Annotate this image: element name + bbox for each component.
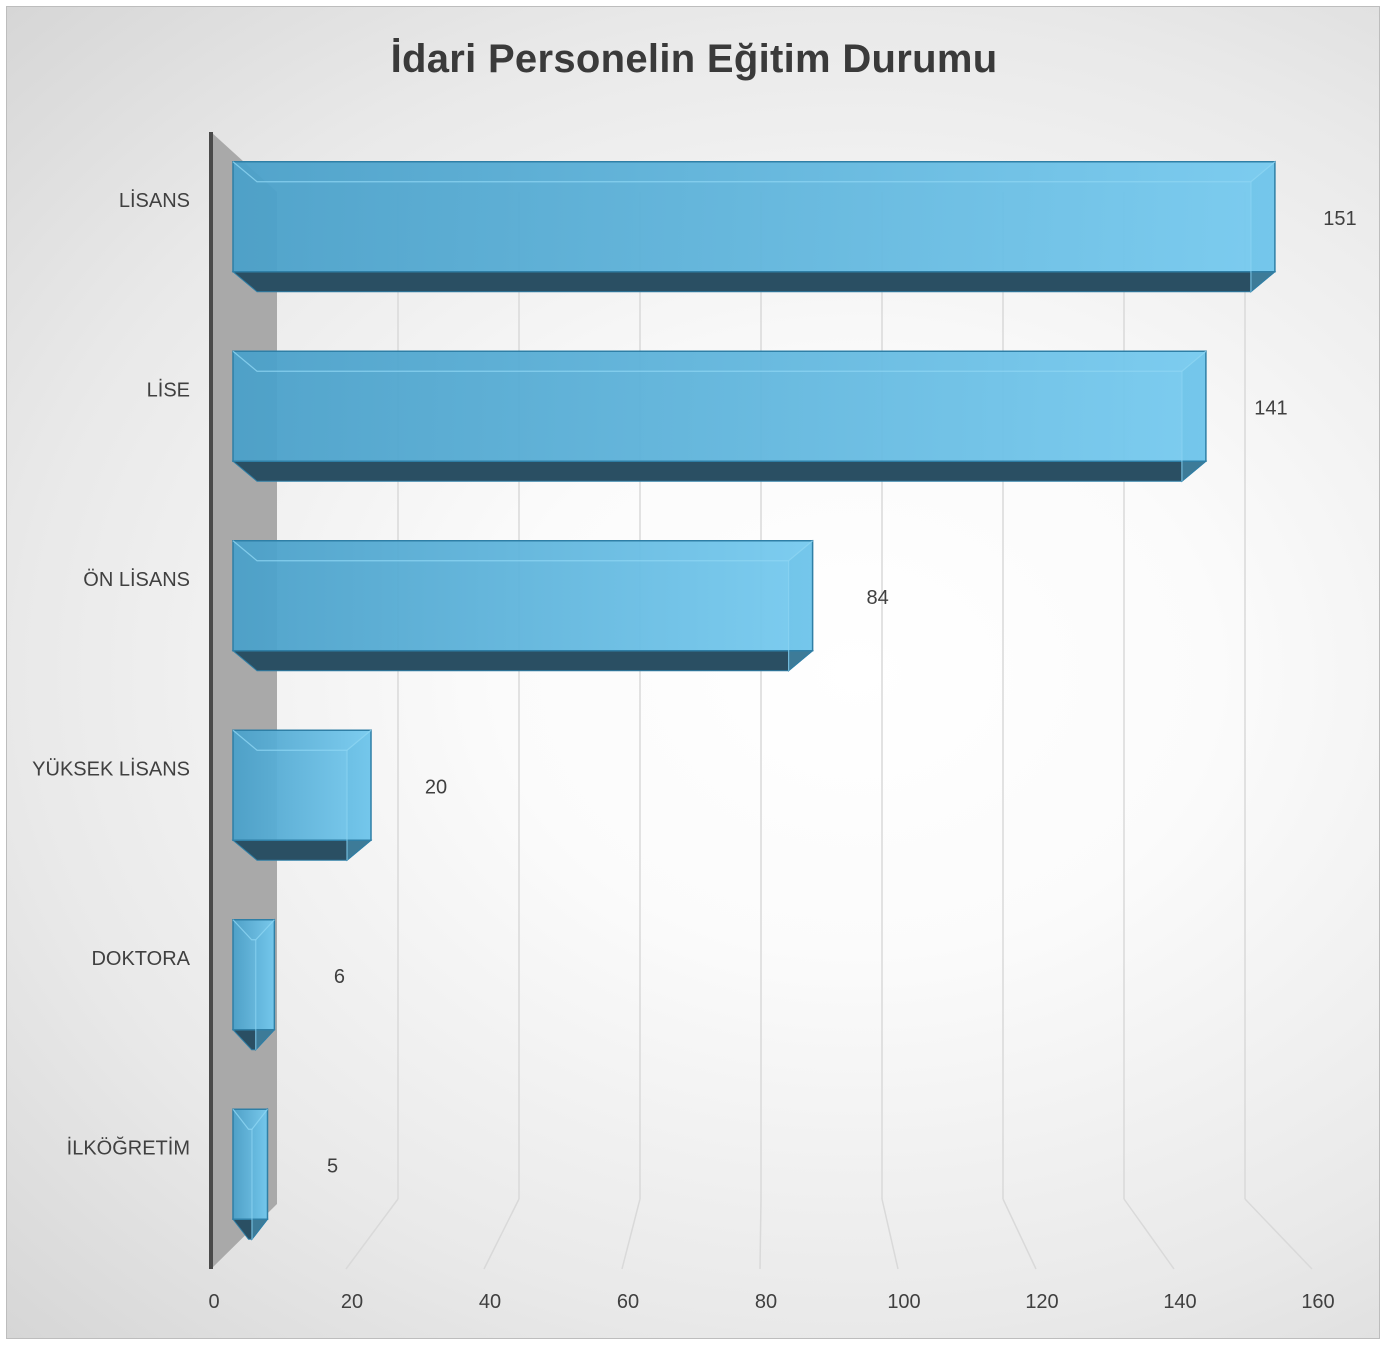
bar-bevel	[232, 350, 1207, 372]
bar-front-face	[232, 161, 1276, 273]
bar	[231, 729, 373, 862]
floor-gridline	[759, 1198, 762, 1270]
back-wall	[211, 132, 277, 1269]
bar-bottom-face	[231, 271, 1277, 293]
bar	[231, 350, 1208, 483]
bar	[231, 1107, 269, 1241]
bar-front-face	[232, 350, 1207, 462]
bar-bevel	[232, 729, 372, 751]
x-tick-label: 20	[341, 1291, 363, 1313]
floor-gridline	[345, 1198, 399, 1270]
x-tick-label: 60	[617, 1291, 639, 1313]
category-label: DOKTORA	[91, 948, 190, 970]
floor-gridline	[1002, 1198, 1037, 1270]
category-label: İLKÖĞRETİM	[67, 1136, 190, 1159]
category-label: ÖN LİSANS	[83, 568, 190, 591]
x-tick-label: 80	[755, 1291, 777, 1313]
chart-frame: İdari Personelin Eğitim Durumu 0 20 40 60 80…	[6, 6, 1380, 1339]
data-label: 20	[425, 776, 447, 798]
x-tick-label: 140	[1163, 1291, 1196, 1313]
bar-front-face	[232, 919, 276, 1031]
chart-title: İdari Personelin Eğitim Durumu	[390, 37, 998, 81]
data-label: 141	[1254, 397, 1287, 419]
category-label: LİSANS	[119, 189, 190, 212]
floor-gridline	[1123, 1198, 1175, 1270]
bar	[231, 539, 814, 672]
floor-gridline	[1244, 1198, 1313, 1270]
data-label: 5	[327, 1155, 338, 1177]
x-tick-label: 40	[479, 1291, 501, 1313]
bar-bevel	[232, 540, 813, 562]
bar	[231, 918, 276, 1052]
data-label: 84	[866, 587, 888, 609]
data-label: 151	[1323, 208, 1356, 230]
bar-bottom-face	[231, 650, 814, 672]
x-tick-label: 100	[887, 1291, 920, 1313]
bar-bevel	[232, 1108, 268, 1130]
bar-front-face	[232, 729, 372, 841]
floor-gridline	[621, 1198, 641, 1270]
bar-front-face	[232, 540, 814, 652]
bar-bottom-face	[231, 460, 1208, 482]
bar-bevel	[232, 919, 275, 941]
bar-bevel	[232, 161, 1276, 183]
floor-gridline	[483, 1198, 520, 1270]
bar	[231, 160, 1277, 293]
data-label: 6	[334, 966, 345, 988]
floor-gridline	[881, 1198, 899, 1270]
x-tick-label: 0	[208, 1291, 219, 1313]
x-tick-label: 120	[1025, 1291, 1058, 1313]
chart-plot: 0 20 40 60 80 100 120 140 160 LİSANS 151 LİSE 141 ÖN …	[32, 132, 1357, 1313]
category-label: YÜKSEK LİSANS	[32, 757, 190, 780]
x-tick-label: 160	[1301, 1291, 1334, 1313]
category-label: LİSE	[147, 378, 190, 401]
bar-front-face	[232, 1108, 269, 1220]
